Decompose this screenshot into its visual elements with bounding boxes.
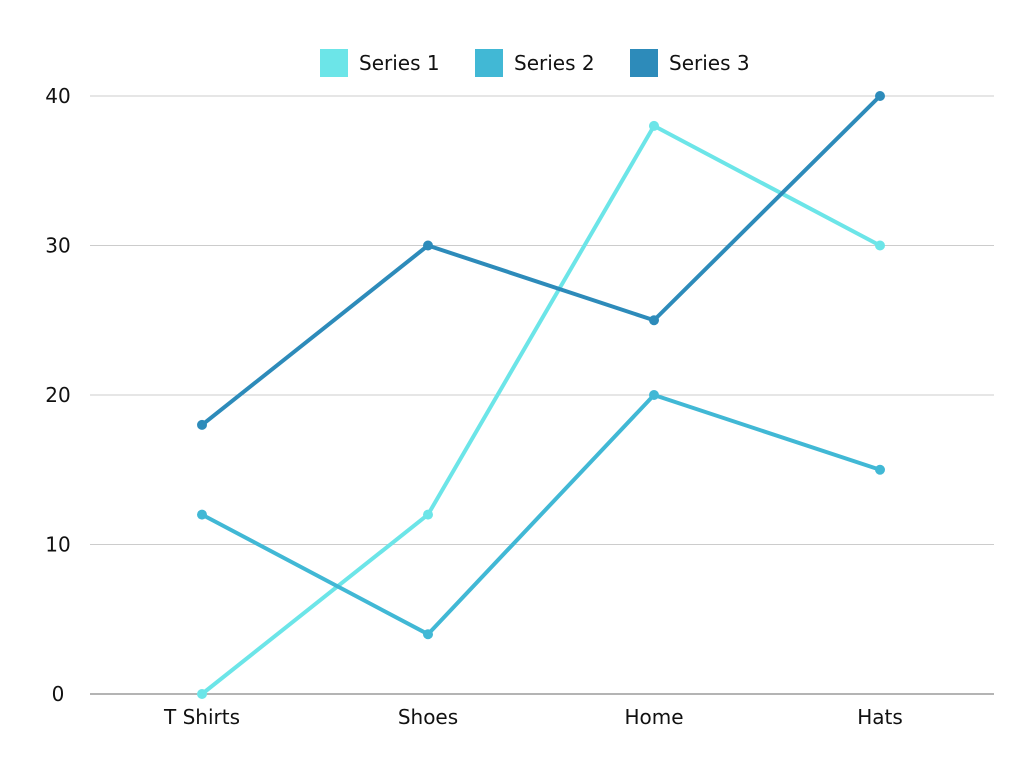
legend-item: Series 3 (630, 49, 750, 77)
x-tick-label: Home (624, 705, 683, 729)
legend-label: Series 1 (359, 51, 440, 75)
series-lines (197, 91, 885, 699)
y-tick-label: 10 (45, 533, 70, 557)
y-tick-label: 20 (45, 383, 70, 407)
data-point (423, 240, 433, 251)
y-tick-label: 0 (52, 682, 65, 706)
legend-item: Series 1 (320, 49, 440, 77)
gridlines (90, 95, 994, 695)
data-point (875, 91, 885, 101)
data-point (423, 629, 433, 640)
data-point (649, 120, 659, 131)
legend-swatch (630, 49, 658, 77)
data-point (875, 464, 885, 475)
legend-item: Series 2 (475, 49, 595, 77)
x-tick-label: Hats (857, 705, 903, 729)
y-tick-label: 40 (45, 84, 70, 108)
data-point (875, 240, 885, 251)
y-tick-label: 30 (45, 234, 70, 258)
data-point (423, 509, 433, 520)
series-3 (197, 91, 885, 430)
series-line (200, 123, 882, 696)
legend-label: Series 3 (669, 51, 750, 75)
data-point (649, 390, 659, 400)
axes: 0 10 20 30 40 T Shirts Shoes Home Hats (45, 84, 903, 729)
legend-swatch (320, 49, 348, 77)
series-2 (197, 390, 885, 640)
data-point (197, 509, 207, 520)
series-line (200, 94, 882, 427)
series-line (200, 393, 882, 637)
legend-swatch (475, 49, 503, 77)
series-1 (197, 120, 885, 699)
x-tick-label: T Shirts (163, 705, 240, 729)
legend: Series 1 Series 2 Series 3 (320, 49, 750, 77)
data-point (649, 315, 659, 326)
x-tick-label: Shoes (398, 705, 458, 729)
legend-label: Series 2 (514, 51, 595, 75)
data-point (197, 689, 207, 699)
data-point (197, 419, 207, 430)
